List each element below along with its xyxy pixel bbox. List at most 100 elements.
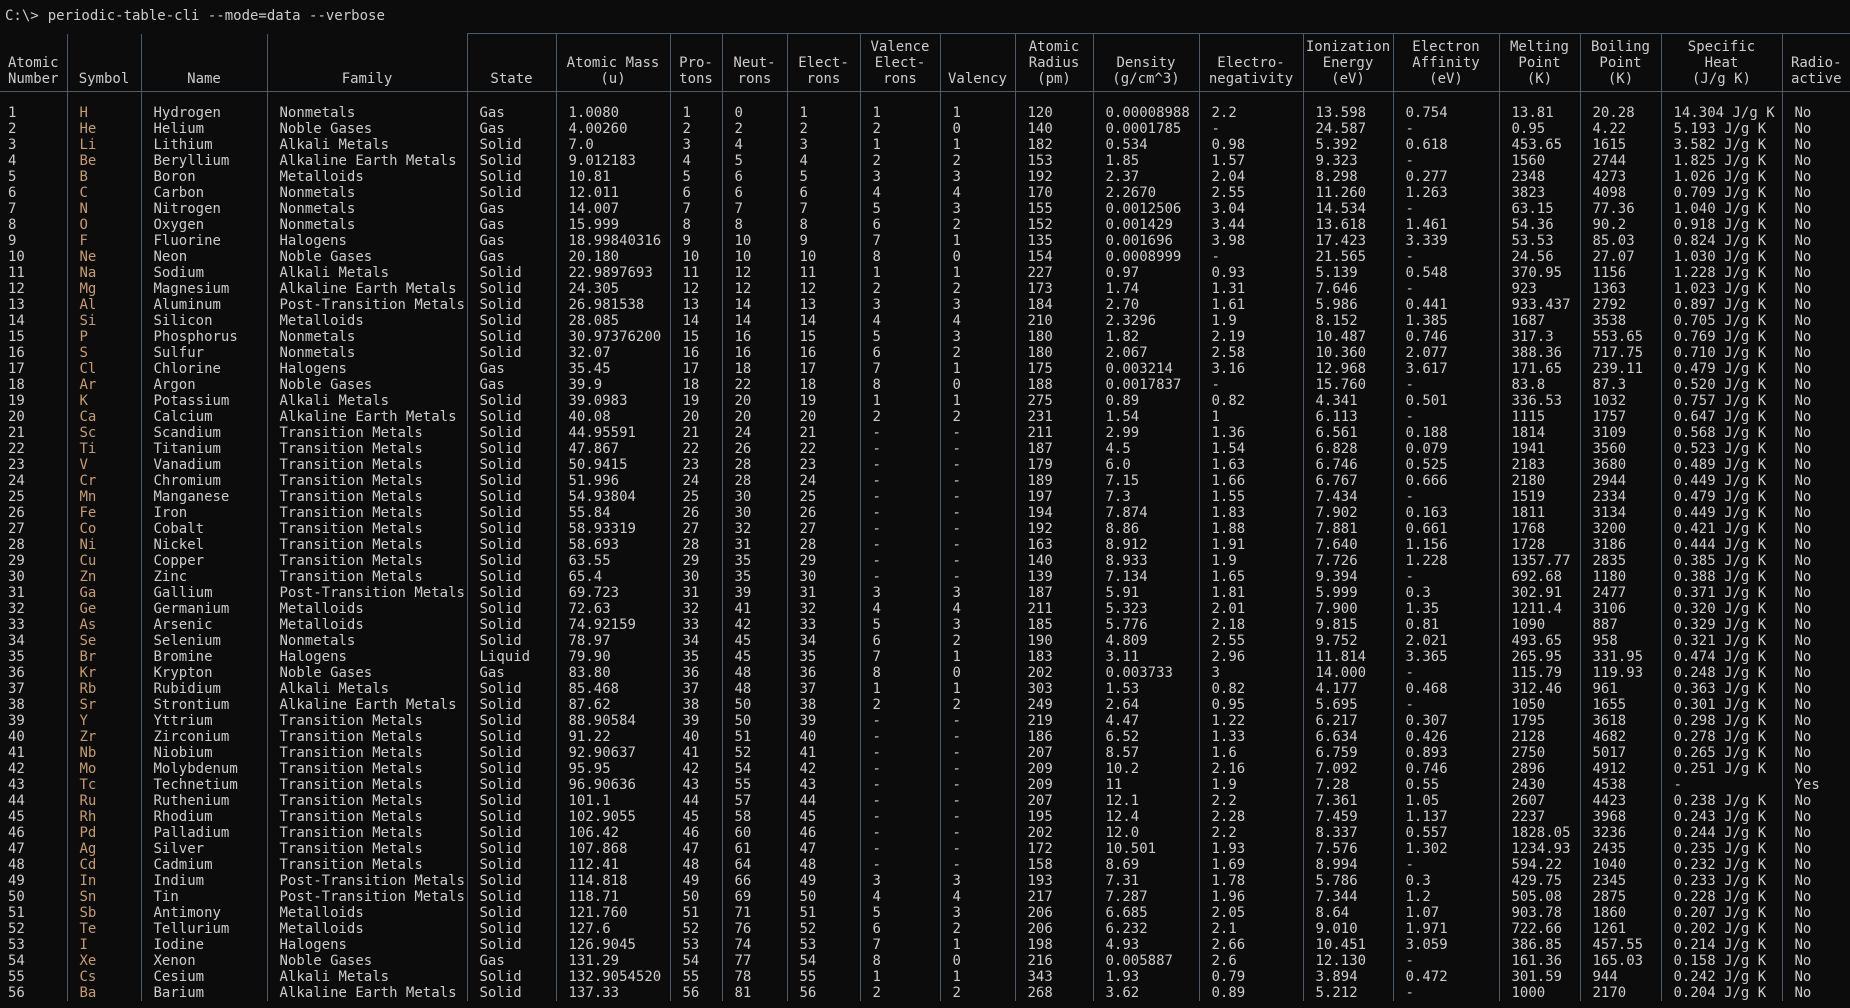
cell-atomic-mass: 12.011 [555,184,670,201]
cell-atomic-radius: 179 [1014,456,1093,473]
cell-state: Solid [466,312,556,329]
cell-atomic-number: 50 [8,888,25,905]
cell-density: 0.0012506 [1092,200,1199,217]
cell-melting-point: 2237 [1498,808,1580,825]
cell-atomic-number: 28 [8,536,25,553]
cell-valency: 3 [939,296,1015,313]
column-header-ionization-energy: Ionization Energy (eV) [1302,33,1393,92]
cell-neutrons: 24 [721,424,787,441]
cell-electronegativity: 1.6 [1198,744,1303,761]
cell-atomic-mass: 78.97 [555,632,670,649]
cell-ionization-energy: 5.695 [1302,696,1393,713]
cell-radioactive: No [1781,696,1850,713]
cell-density: 0.0008999 [1092,248,1199,265]
cell-neutrons: 74 [721,936,787,953]
cell-valence-electrons: 8 [859,952,940,969]
cell-specific-heat: 0.251 J/g K [1660,760,1782,777]
cell-specific-heat: 0.897 J/g K [1660,296,1782,313]
cell-protons: 16 [669,344,722,361]
cell-valence-electrons: - [859,440,940,457]
cell-electron-affinity: - [1392,376,1499,393]
cell-radioactive: No [1781,616,1850,633]
cell-family: Transition Metals [266,808,467,825]
cell-electron-affinity: 2.077 [1392,344,1499,361]
cell-electrons: 55 [786,968,860,985]
element-row: 33 As Arsenic Metalloids Solid 74.92159 33 42 33… [0,616,1850,633]
cell-density: 2.99 [1092,424,1199,441]
cell-family: Transition Metals [266,824,467,841]
cell-state: Solid [466,968,556,985]
cell-state: Solid [466,856,556,873]
element-row: 9 F Fluorine Halogens Gas 18.99840316 9 10 9 7 1 13… [0,232,1850,249]
cell-density: 1.85 [1092,152,1199,169]
cell-atomic-radius: 211 [1014,424,1093,441]
cell-state: Solid [466,296,556,313]
gap-cell [1579,91,1661,105]
cell-name: Argon [140,376,267,393]
cell-melting-point: 1687 [1498,312,1580,329]
cell-state: Solid [466,424,556,441]
cell-electron-affinity: 0.307 [1392,712,1499,729]
cell-melting-point: 1811 [1498,504,1580,521]
cell-atomic-number: 41 [8,744,25,761]
cell-name: Hydrogen [140,104,267,121]
cell-melting-point: 388.36 [1498,344,1580,361]
cell-valency: - [939,856,1015,873]
cell-protons: 47 [669,840,722,857]
cell-name: Molybdenum [140,760,267,777]
cell-specific-heat: 0.244 J/g K [1660,824,1782,841]
element-row: 45 Rh Rhodium Transition Metals Solid 102.905… [0,808,1850,825]
cell-neutrons: 66 [721,872,787,889]
cell-radioactive: No [1781,568,1850,585]
cell-protons: 15 [669,328,722,345]
cell-ionization-energy: 5.392 [1302,136,1393,153]
cell-ionization-energy: 8.64 [1302,904,1393,921]
element-row: 23 V Vanadium Transition Metals Solid 50.9415… [0,456,1850,473]
cell-protons: 20 [669,408,722,425]
cell-name: Ruthenium [140,792,267,809]
cell-valence-electrons: - [859,728,940,745]
cell-valency: - [939,456,1015,473]
cell-electron-affinity: 0.754 [1392,104,1499,121]
cell-electron-affinity: - [1392,696,1499,713]
cell-symbol: Cr [66,472,141,489]
cell-valence-electrons: 7 [859,648,940,665]
cell-neutrons: 48 [721,680,787,697]
cell-density: 1.54 [1092,408,1199,425]
cell-symbol: Ru [66,792,141,809]
cell-electrons: 11 [786,264,860,281]
cell-specific-heat: 0.228 J/g K [1660,888,1782,905]
column-header-electrons: Elect-rons [786,33,860,92]
cell-neutrons: 16 [721,328,787,345]
cell-electrons: 48 [786,856,860,873]
cell-name: Nitrogen [140,200,267,217]
cell-state: Solid [466,168,556,185]
command-line[interactable]: C:\> periodic-table-cli --mode=data --ver… [0,0,1850,24]
cell-atomic-number: 51 [8,904,25,921]
cell-neutrons: 7 [721,200,787,217]
column-header-specific-heat: Specific Heat (J/g K) [1660,33,1782,92]
cell-atomic-number: 49 [8,872,25,889]
cell-ionization-energy: 10.451 [1302,936,1393,953]
element-row: 22 Ti Titanium Transition Metals Solid 47.867… [0,440,1850,457]
cell-density: 0.001429 [1092,216,1199,233]
cell-radioactive: No [1781,856,1850,873]
cell-state: Gas [466,120,556,137]
cell-atomic-number: 30 [8,568,25,585]
cell-neutrons: 35 [721,552,787,569]
cell-atomic-radius: 190 [1014,632,1093,649]
cell-family: Transition Metals [266,856,467,873]
cell-name: Boron [140,168,267,185]
cell-neutrons: 31 [721,536,787,553]
cell-melting-point: 453.65 [1498,136,1580,153]
cell-valency: 0 [939,952,1015,969]
cell-state: Solid [466,744,556,761]
cell-electronegativity: 1.61 [1198,296,1303,313]
cell-symbol: S [66,344,141,361]
cell-specific-heat: 0.301 J/g K [1660,696,1782,713]
cell-neutrons: 0 [721,104,787,121]
cell-electron-affinity: - [1392,952,1499,969]
cell-atomic-mass: 107.868 [555,840,670,857]
cell-name: Fluorine [140,232,267,249]
